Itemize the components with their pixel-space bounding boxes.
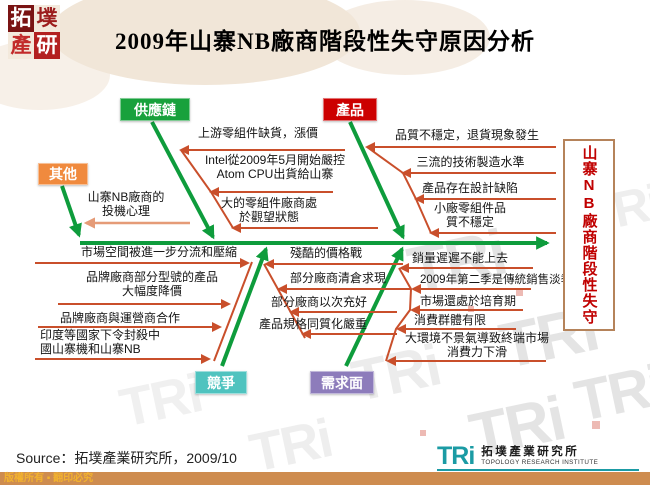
cause-label: 品牌廠商與運營商合作 <box>59 311 180 325</box>
cause-label: 部分廠商清倉求現 <box>289 271 386 285</box>
source-text: Source：拓墣產業研究所，2009/10 <box>16 450 237 466</box>
category-other: 其他 <box>38 163 88 185</box>
tri-corner-logo: 拓 墣 產 研 <box>8 5 60 59</box>
cause-label: Intel從2009年5月開始嚴控Atom CPU出貨給山寨 <box>204 153 346 181</box>
logo-char: 拓 <box>8 5 34 32</box>
cause-label: 殘酷的價格戰 <box>289 246 362 260</box>
category-supply-chain: 供應鏈 <box>120 98 190 121</box>
tri-footer-logo: TRi 拓墣產業研究所 TOPOLOGY RESEARCH INSTITUTE <box>437 442 639 471</box>
red-dot-decoration <box>592 421 600 429</box>
org-name-zh: 拓墣產業研究所 <box>481 445 580 458</box>
cause-arrows <box>35 142 556 366</box>
cause-label: 市場空間被進一步分流和壓縮 <box>80 245 237 259</box>
org-name-en: TOPOLOGY RESEARCH INSTITUTE <box>481 458 599 466</box>
cause-label: 大環境不景氣導致終端市場消費力下滑 <box>404 331 549 359</box>
cause-label: 小廠零組件品質不穩定 <box>433 201 506 229</box>
cause-label: 市場還處於培育期 <box>419 294 516 308</box>
copyright-text: 版權所有 ▪ 翻印必究 <box>4 473 94 484</box>
map-decoration <box>320 0 490 75</box>
copyright-bar: 版權所有 ▪ 翻印必究 <box>0 472 650 485</box>
category-competition: 競爭 <box>195 371 247 394</box>
page-title: 2009年山寨NB廠商階段性失守原因分析 <box>115 29 535 54</box>
tri-logo-mark: TRi <box>437 442 475 470</box>
category-product: 產品 <box>323 98 377 121</box>
main-bones <box>60 121 550 367</box>
cause-label: 產品存在設計缺陷 <box>421 181 518 195</box>
cause-label: 三流的技術製造水準 <box>416 155 525 169</box>
cause-label: 產品規格同質化嚴重 <box>258 317 367 331</box>
logo-char: 墣 <box>34 5 60 32</box>
red-dot-decoration <box>516 289 523 296</box>
red-dot-decoration <box>420 430 426 436</box>
cause-label: 印度等國家下令封殺中國山寨機和山寨NB <box>40 328 161 356</box>
logo-char: 產 <box>8 32 34 59</box>
cause-label: 品牌廠商部分型號的產品大幅度降價 <box>85 270 218 298</box>
cause-label: 2009年第二季是傳統銷售淡季 <box>420 274 573 286</box>
cause-label: 部分廠商以次充好 <box>270 295 367 309</box>
cause-label: 品質不穩定，退貨現象發生 <box>394 128 539 142</box>
effect-label: 山寨NB廠商階段性失守 <box>580 145 598 325</box>
cause-label: 大的零組件廠商處於觀望狀態 <box>220 196 317 224</box>
cause-label: 上游零組件缺貨，漲價 <box>197 126 318 140</box>
effect-box: 山寨NB廠商階段性失守 <box>563 139 615 331</box>
logo-char: 研 <box>34 32 60 59</box>
cause-label: 消費群體有限 <box>413 313 486 327</box>
cause-label: 銷量遲遲不能上去 <box>411 251 508 265</box>
category-demand: 需求面 <box>310 371 374 394</box>
logo-underline <box>437 469 639 471</box>
cause-label: 山寨NB廠商的投機心理 <box>87 190 165 218</box>
